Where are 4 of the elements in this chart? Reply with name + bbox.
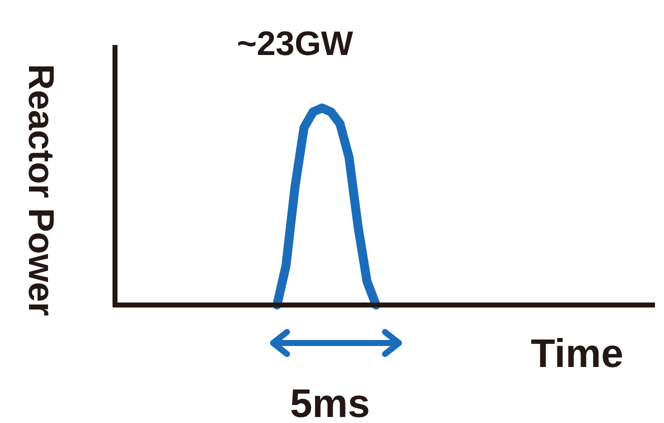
x-axis-title: Time — [530, 332, 624, 376]
y-axis-title: Reactor Power — [21, 64, 62, 316]
text: ~23GW — [236, 25, 354, 63]
text: 5ms — [290, 382, 370, 423]
